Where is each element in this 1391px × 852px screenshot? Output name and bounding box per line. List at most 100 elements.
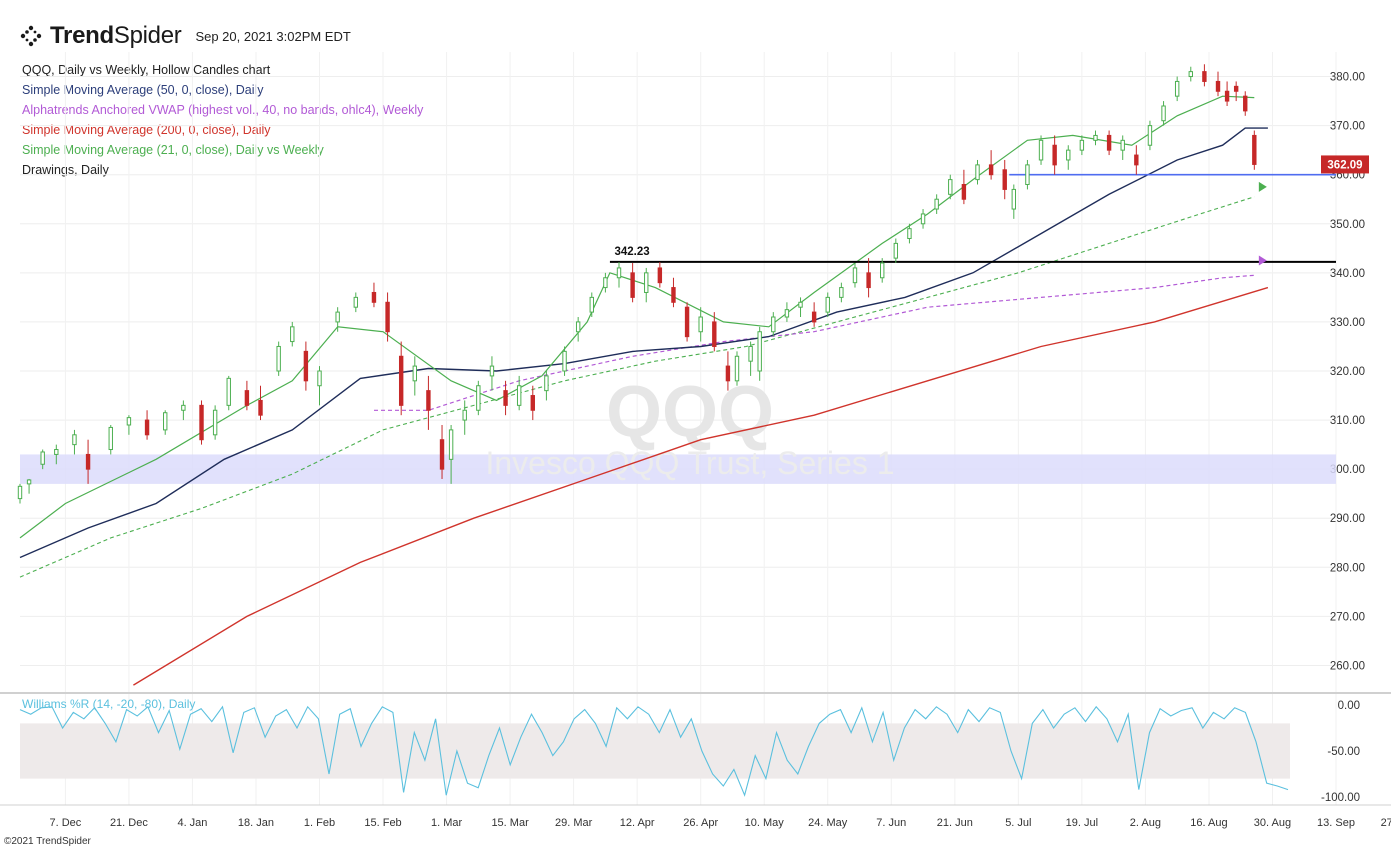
candle-body <box>462 409 467 421</box>
x-tick-label: 30. Aug <box>1254 817 1291 829</box>
candle-body <box>1093 134 1098 141</box>
y-tick-label: 380.00 <box>1330 72 1365 84</box>
x-tick-label: 21. Dec <box>110 817 148 829</box>
candle-body <box>385 301 390 333</box>
candle-body <box>398 355 404 406</box>
candle-body <box>1011 188 1017 210</box>
trendspider-dots-icon <box>20 25 42 47</box>
x-tick-label: 12. Apr <box>620 817 655 829</box>
williams-r-tick-label: 0.00 <box>1338 700 1360 712</box>
support-zone <box>20 454 1336 484</box>
legend-sma200[interactable]: Simple Moving Average (200, 0, close), D… <box>22 123 271 137</box>
candle-body <box>17 485 23 500</box>
candle-body <box>181 404 186 411</box>
legend-vwap[interactable]: Alphatrends Anchored VWAP (highest vol.,… <box>22 103 424 117</box>
candle-body <box>40 451 45 465</box>
y-tick-label: 280.00 <box>1330 562 1365 574</box>
x-tick-label: 19. Jul <box>1066 817 1098 829</box>
williams-r-label[interactable]: Williams %R (14, -20, -80), Daily <box>22 697 196 711</box>
candle-body <box>371 291 377 303</box>
x-tick-label: 5. Jul <box>1005 817 1031 829</box>
sma200-line <box>133 286 1269 686</box>
brand-logo: TrendSpider <box>50 22 182 49</box>
y-tick-label: 350.00 <box>1330 219 1365 231</box>
candle-body <box>920 213 926 225</box>
candle-body <box>126 417 132 426</box>
candle-body <box>353 296 359 308</box>
sma21-weekly-line <box>19 196 1255 578</box>
candle-body <box>1174 80 1180 97</box>
candle-body <box>244 390 250 406</box>
candle-body <box>1002 169 1007 190</box>
x-tick-label: 24. May <box>808 817 848 829</box>
y-tick-label: 290.00 <box>1330 513 1365 525</box>
legend-sma50[interactable]: Simple Moving Average (50, 0, close), Da… <box>22 83 264 97</box>
y-tick-label: 330.00 <box>1330 317 1365 329</box>
legend-chart[interactable]: QQQ, Daily vs Weekly, Hollow Candles cha… <box>22 63 271 77</box>
candle-body <box>657 267 663 284</box>
candle-body <box>866 272 871 289</box>
candle-body <box>562 350 567 372</box>
candle-body <box>1134 154 1139 166</box>
candle-body <box>907 228 912 239</box>
candle-body <box>317 370 322 387</box>
candle-body <box>544 375 549 392</box>
x-tick-label: 16. Aug <box>1190 817 1227 829</box>
x-tick-label: 15. Mar <box>491 817 529 829</box>
candle-body <box>684 306 690 338</box>
timestamp: Sep 20, 2021 3:02PM EDT <box>195 28 351 44</box>
candle-body <box>72 434 77 446</box>
candle-body <box>893 242 899 259</box>
candle-body <box>1038 139 1044 161</box>
legend-sma21[interactable]: Simple Moving Average (21, 0, close), Da… <box>22 143 324 157</box>
candle-body <box>26 479 32 485</box>
x-tick-label: 21. Jun <box>937 817 973 829</box>
candle-body <box>530 395 535 411</box>
candle-body <box>988 164 994 176</box>
x-tick-label: 27. Sep <box>1381 817 1391 829</box>
candle-body <box>784 309 790 318</box>
candle-body <box>1188 71 1193 78</box>
candle-body <box>489 365 495 377</box>
y-tick-label: 270.00 <box>1330 611 1365 623</box>
candle-body <box>1079 139 1085 151</box>
candle-body <box>1120 139 1125 151</box>
candle-body <box>644 272 649 293</box>
y-tick-label: 370.00 <box>1330 121 1365 133</box>
candle-body <box>163 412 168 431</box>
candle-body <box>503 390 508 406</box>
x-tick-label: 7. Dec <box>49 817 81 829</box>
y-tick-label: 310.00 <box>1330 415 1365 427</box>
candle-body <box>226 377 231 406</box>
candle-body <box>725 365 731 382</box>
candle-body <box>448 429 454 460</box>
candle-body <box>1052 144 1057 166</box>
last-price-badge <box>1321 155 1369 174</box>
x-tick-label: 26. Apr <box>683 817 718 829</box>
candle-body <box>771 316 776 333</box>
candle-body <box>1202 71 1207 82</box>
candle-body <box>825 296 830 313</box>
vwap-end-marker <box>1258 255 1267 266</box>
x-tick-label: 10. May <box>745 817 785 829</box>
candle-body <box>426 390 431 411</box>
candle-body <box>1147 125 1153 146</box>
x-tick-label: 1. Mar <box>431 817 463 829</box>
candle-body <box>108 426 113 451</box>
candle-body <box>1243 95 1248 112</box>
vwap-line <box>374 274 1255 411</box>
candle-body <box>54 449 59 455</box>
candle-body <box>630 272 635 298</box>
candle-body <box>1066 149 1071 161</box>
candle-body <box>412 365 418 382</box>
candle-body <box>948 179 953 195</box>
resistance-label: 342.23 <box>614 246 649 258</box>
copyright: ©2021 TrendSpider <box>4 836 91 847</box>
x-tick-label: 29. Mar <box>555 817 593 829</box>
indicator-legend: QQQ, Daily vs Weekly, Hollow Candles cha… <box>22 60 423 180</box>
candle-body <box>734 355 740 382</box>
candle-body <box>671 287 676 303</box>
candle-body <box>975 164 980 181</box>
candle-body <box>798 301 803 308</box>
